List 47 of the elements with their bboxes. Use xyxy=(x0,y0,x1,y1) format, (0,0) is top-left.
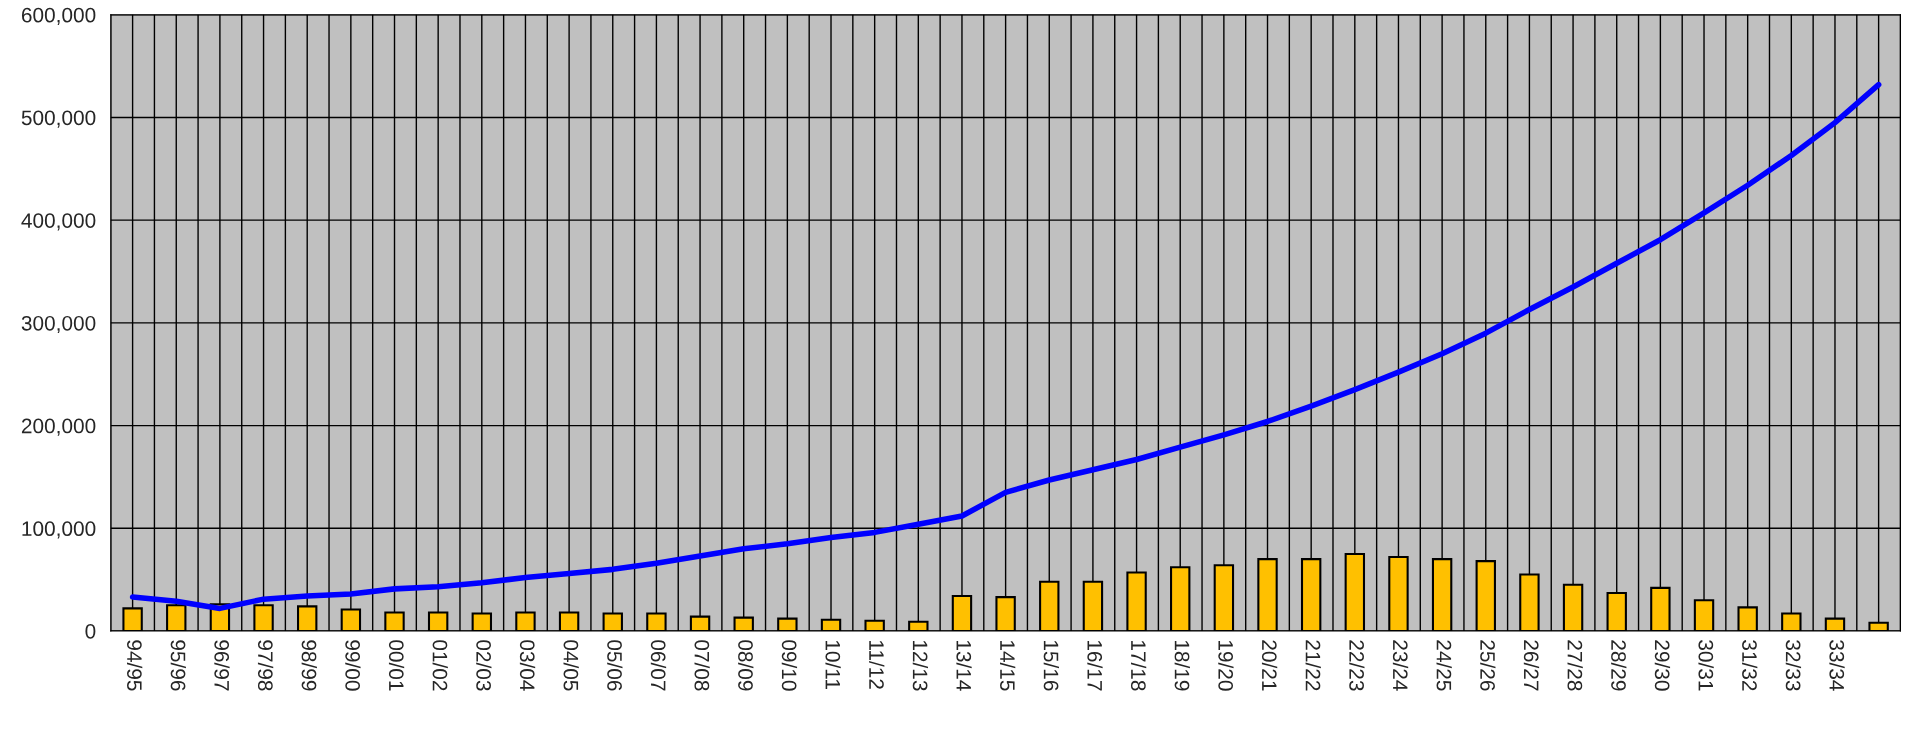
x-tick-label: 14/15 xyxy=(1000,640,1016,691)
x-tick-label: 23/24 xyxy=(1392,640,1409,691)
x-tick-label: 08/09 xyxy=(738,640,754,691)
x-tick-label: 02/03 xyxy=(476,640,492,691)
x-tick-label: 06/07 xyxy=(650,640,667,691)
x-tick-label: 32/33 xyxy=(1785,640,1802,691)
x-tick-label: 03/04 xyxy=(519,640,536,691)
x-tick-label: 13/14 xyxy=(956,640,972,691)
x-tick-label: 95/96 xyxy=(170,640,186,691)
y-tick-label: 500,000 xyxy=(21,110,96,128)
y-tick-label: 200,000 xyxy=(21,418,96,436)
x-tick-label: 12/13 xyxy=(912,640,929,691)
x-tick-label: 01/02 xyxy=(432,640,448,691)
x-tick-label: 33/34 xyxy=(1829,640,1845,691)
x-tick-label: 10/11 xyxy=(825,640,841,689)
x-tick-label: 96/97 xyxy=(214,640,230,691)
x-tick-label: 98/99 xyxy=(301,640,317,691)
x-tick-label: 26/27 xyxy=(1523,640,1540,691)
x-tick-label: 24/25 xyxy=(1436,640,1452,691)
x-tick-label: 27/28 xyxy=(1567,640,1583,691)
y-tick-label: 600,000 xyxy=(21,7,96,25)
x-tick-label: 04/05 xyxy=(563,640,579,691)
x-tick-label: 05/06 xyxy=(607,640,623,691)
x-tick-label: 22/23 xyxy=(1349,640,1365,691)
x-tick-label: 20/21 xyxy=(1261,640,1278,691)
x-tick-label: 29/30 xyxy=(1654,640,1671,691)
x-tick-label: 15/16 xyxy=(1043,640,1059,691)
y-tick-label: 100,000 xyxy=(22,521,96,539)
x-tick-label: 07/08 xyxy=(694,640,710,691)
x-tick-label: 19/20 xyxy=(1218,640,1234,691)
x-tick-label: 17/18 xyxy=(1130,640,1147,691)
x-tick-label: 00/01 xyxy=(388,640,405,691)
y-tick-label: 400,000 xyxy=(21,213,96,231)
x-tick-label: 97/98 xyxy=(257,640,274,691)
x-tick-label: 94/95 xyxy=(127,640,143,691)
x-tick-label: 99/00 xyxy=(345,640,361,691)
x-tick-label: 31/32 xyxy=(1742,640,1758,691)
x-tick-label: 11/12 xyxy=(869,640,885,689)
x-tick-label: 18/19 xyxy=(1174,640,1190,691)
y-tick-label: 0 xyxy=(85,623,96,639)
x-tick-label: 09/10 xyxy=(781,640,798,691)
x-tick-label: 16/17 xyxy=(1087,640,1103,691)
x-tick-label: 28/29 xyxy=(1611,640,1627,691)
x-tick-label: 25/26 xyxy=(1480,640,1496,691)
y-tick-label: 300,000 xyxy=(21,315,96,334)
x-tick-label: 21/22 xyxy=(1305,640,1321,691)
x-tick-label: 30/31 xyxy=(1698,640,1714,691)
